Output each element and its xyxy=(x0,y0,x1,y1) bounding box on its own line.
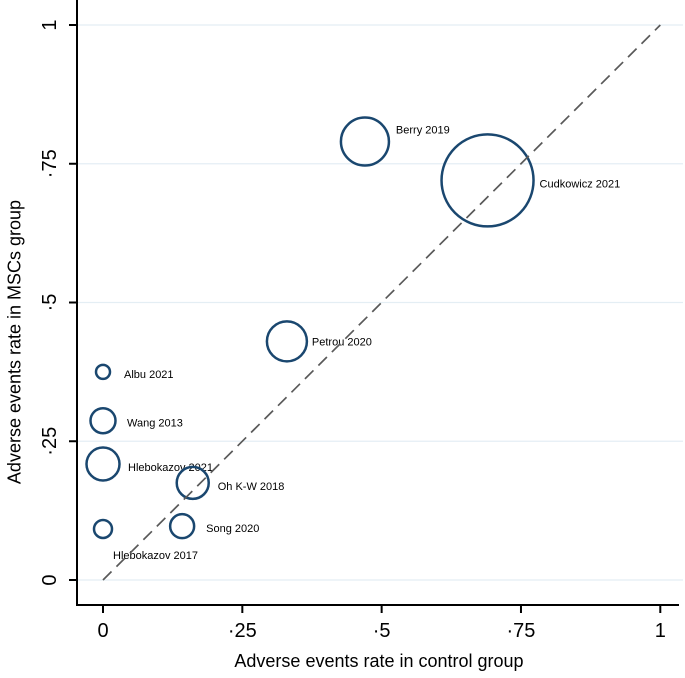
y-tick-label: 1 xyxy=(39,19,61,30)
bubble-berry-2019 xyxy=(339,116,391,167)
y-tick-label: ·75 xyxy=(39,149,61,178)
bubble-song-2020 xyxy=(168,512,196,540)
bubble-label-albu-2021: Albu 2021 xyxy=(124,369,174,381)
y-tick-label: ·25 xyxy=(39,427,61,456)
bubble-label-hlebokazov-2017: Hlebokazov 2017 xyxy=(113,550,198,562)
x-axis-title: Adverse events rate in control group xyxy=(234,651,524,671)
bubble-label-cudkowicz-2021: Cudkowicz 2021 xyxy=(540,178,621,190)
bubble-albu-2021 xyxy=(94,363,112,381)
x-tick-label: ·75 xyxy=(507,620,536,642)
bubble-oh-k-w-2018 xyxy=(175,465,210,501)
x-tick-label: 1 xyxy=(655,620,666,642)
y-tick-label: ·5 xyxy=(39,294,61,312)
bubble-petrou-2020 xyxy=(265,320,309,363)
bubble-label-oh-k-w-2018: Oh K-W 2018 xyxy=(218,481,285,493)
x-tick-label: ·25 xyxy=(228,620,257,642)
bubble-label-petrou-2020: Petrou 2020 xyxy=(312,336,372,348)
y-tick-label: 0 xyxy=(39,574,61,585)
bubble-label-wang-2013: Wang 2013 xyxy=(127,418,183,430)
x-tick-label: ·5 xyxy=(373,620,391,642)
bubble-label-song-2020: Song 2020 xyxy=(206,523,259,535)
bubble-hlebokazov-2017 xyxy=(92,518,114,540)
bubble-hlebokazov-2021 xyxy=(85,446,121,482)
x-tick-label: 0 xyxy=(97,620,108,642)
bubble-label-hlebokazov-2021: Hlebokazov 2021 xyxy=(128,462,213,474)
bubble-label-berry-2019: Berry 2019 xyxy=(396,125,450,137)
bubble-cudkowicz-2021 xyxy=(440,133,535,228)
identity-dashed-line xyxy=(102,24,661,581)
bubble-wang-2013 xyxy=(89,406,117,435)
